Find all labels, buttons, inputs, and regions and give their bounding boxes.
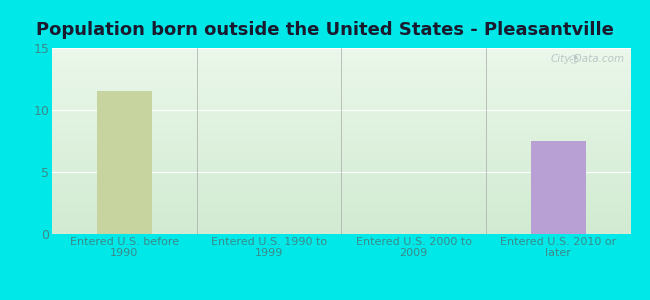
- Text: ◔: ◔: [569, 54, 578, 64]
- Bar: [97, 92, 152, 234]
- Text: City-Data.com: City-Data.com: [551, 54, 625, 64]
- Bar: [530, 141, 586, 234]
- Text: Population born outside the United States - Pleasantville: Population born outside the United State…: [36, 21, 614, 39]
